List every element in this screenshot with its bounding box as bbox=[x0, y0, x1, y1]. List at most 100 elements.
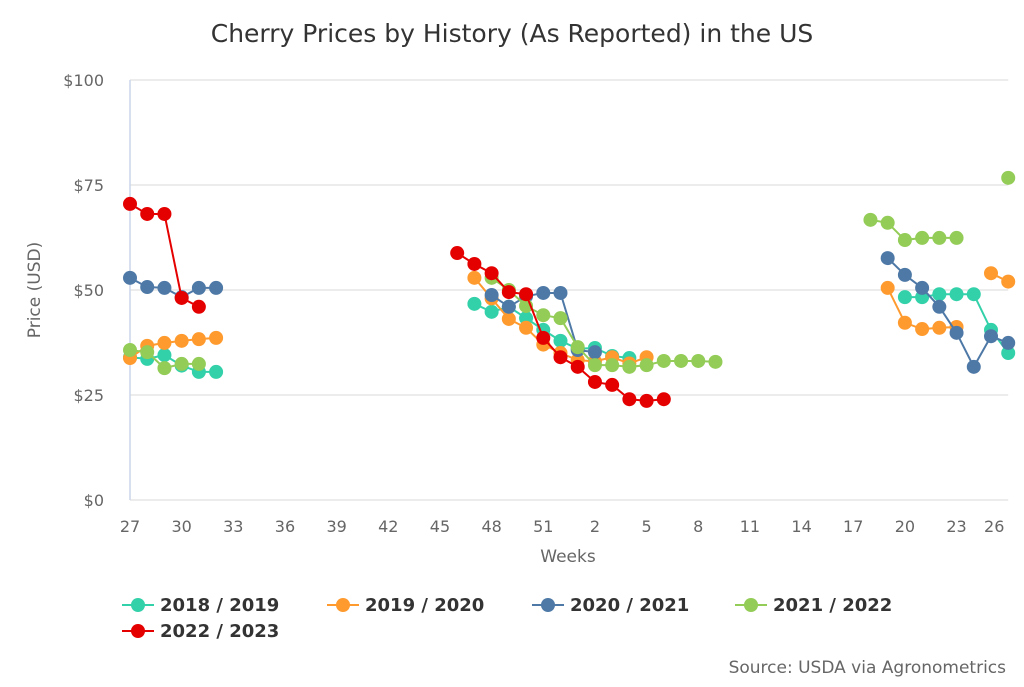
data-point[interactable] bbox=[157, 361, 172, 376]
data-point[interactable] bbox=[949, 287, 964, 302]
data-point[interactable] bbox=[140, 206, 155, 221]
data-point[interactable] bbox=[674, 353, 689, 368]
data-point[interactable] bbox=[932, 320, 947, 335]
legend-item[interactable]: 2020 / 2021 bbox=[532, 595, 689, 616]
data-point[interactable] bbox=[656, 353, 671, 368]
data-point[interactable] bbox=[519, 311, 534, 326]
data-point[interactable] bbox=[484, 266, 499, 281]
data-point[interactable] bbox=[536, 285, 551, 300]
data-point[interactable] bbox=[123, 343, 137, 358]
data-point[interactable] bbox=[157, 280, 172, 295]
data-point[interactable] bbox=[519, 287, 534, 302]
data-point[interactable] bbox=[450, 246, 465, 261]
data-point[interactable] bbox=[897, 315, 912, 330]
data-point[interactable] bbox=[570, 340, 585, 355]
data-point[interactable] bbox=[1001, 170, 1016, 185]
x-tick-label: 27 bbox=[120, 517, 140, 536]
data-point[interactable] bbox=[639, 358, 654, 373]
data-point[interactable] bbox=[587, 358, 602, 373]
data-point[interactable] bbox=[897, 290, 912, 305]
data-point[interactable] bbox=[984, 266, 998, 281]
data-point[interactable] bbox=[484, 304, 499, 319]
data-point[interactable] bbox=[639, 393, 654, 408]
data-point[interactable] bbox=[966, 287, 981, 302]
x-axis-label: Weeks bbox=[540, 547, 596, 567]
data-point[interactable] bbox=[932, 299, 947, 314]
legend-item[interactable]: 2018 / 2019 bbox=[122, 595, 279, 616]
x-tick-label: 33 bbox=[223, 517, 243, 536]
data-point[interactable] bbox=[880, 280, 895, 295]
data-point[interactable] bbox=[191, 332, 206, 347]
x-tick-label: 48 bbox=[481, 517, 501, 536]
data-point[interactable] bbox=[501, 299, 516, 314]
legend-marker bbox=[541, 598, 555, 612]
data-point[interactable] bbox=[880, 251, 895, 266]
data-point[interactable] bbox=[536, 308, 551, 323]
data-point[interactable] bbox=[553, 285, 568, 300]
data-point[interactable] bbox=[622, 392, 637, 407]
legend-marker bbox=[336, 598, 350, 612]
data-point[interactable] bbox=[605, 358, 620, 373]
data-point[interactable] bbox=[174, 333, 189, 348]
data-point[interactable] bbox=[915, 322, 930, 337]
data-point[interactable] bbox=[209, 330, 224, 345]
data-point[interactable] bbox=[949, 230, 964, 245]
data-point[interactable] bbox=[708, 354, 723, 369]
data-point[interactable] bbox=[915, 230, 930, 245]
data-point[interactable] bbox=[587, 374, 602, 389]
data-point[interactable] bbox=[587, 345, 602, 360]
data-point[interactable] bbox=[966, 359, 981, 374]
legend: 2018 / 2019 2019 / 2020 2020 / 2021 2021 / … bbox=[122, 595, 892, 642]
data-point[interactable] bbox=[622, 359, 637, 374]
data-point[interactable] bbox=[157, 206, 172, 221]
data-point[interactable] bbox=[1001, 274, 1016, 289]
data-point[interactable] bbox=[915, 280, 930, 295]
data-point[interactable] bbox=[880, 215, 895, 230]
data-point[interactable] bbox=[191, 280, 206, 295]
data-point[interactable] bbox=[123, 270, 137, 285]
data-point[interactable] bbox=[191, 356, 206, 371]
data-point[interactable] bbox=[1001, 335, 1016, 350]
data-point[interactable] bbox=[191, 299, 206, 314]
data-point[interactable] bbox=[519, 320, 534, 335]
data-point[interactable] bbox=[484, 288, 499, 303]
series-layer bbox=[123, 170, 1016, 408]
x-tick-label: 14 bbox=[791, 517, 811, 536]
data-point[interactable] bbox=[209, 364, 224, 379]
data-point[interactable] bbox=[501, 311, 516, 326]
data-point[interactable] bbox=[123, 196, 137, 211]
legend-item[interactable]: 2022 / 2023 bbox=[122, 621, 279, 642]
y-tick-label: $50 bbox=[73, 281, 104, 300]
data-point[interactable] bbox=[467, 296, 482, 311]
legend-item[interactable]: 2021 / 2022 bbox=[735, 595, 892, 616]
x-tick-label: 11 bbox=[740, 517, 760, 536]
data-point[interactable] bbox=[656, 392, 671, 407]
data-point[interactable] bbox=[932, 230, 947, 245]
data-point[interactable] bbox=[863, 212, 878, 227]
data-point[interactable] bbox=[605, 377, 620, 392]
data-point[interactable] bbox=[157, 335, 172, 350]
data-point[interactable] bbox=[467, 270, 482, 285]
data-point[interactable] bbox=[536, 330, 551, 345]
series-2020-2021 bbox=[123, 251, 1016, 374]
data-point[interactable] bbox=[174, 290, 189, 305]
data-point[interactable] bbox=[553, 311, 568, 326]
data-point[interactable] bbox=[949, 325, 964, 340]
data-point[interactable] bbox=[932, 287, 947, 302]
data-point[interactable] bbox=[209, 280, 224, 295]
data-point[interactable] bbox=[140, 345, 155, 360]
data-point[interactable] bbox=[467, 256, 482, 271]
data-point[interactable] bbox=[691, 353, 706, 368]
data-point[interactable] bbox=[553, 350, 568, 365]
data-point[interactable] bbox=[501, 285, 516, 300]
data-point[interactable] bbox=[174, 356, 189, 371]
legend-item[interactable]: 2019 / 2020 bbox=[327, 595, 484, 616]
data-point[interactable] bbox=[984, 329, 998, 344]
data-point[interactable] bbox=[1001, 346, 1016, 360]
data-point[interactable] bbox=[897, 267, 912, 282]
data-point[interactable] bbox=[157, 348, 172, 363]
data-point[interactable] bbox=[897, 233, 912, 248]
data-point[interactable] bbox=[570, 359, 585, 374]
data-point[interactable] bbox=[553, 333, 568, 348]
data-point[interactable] bbox=[140, 280, 155, 295]
